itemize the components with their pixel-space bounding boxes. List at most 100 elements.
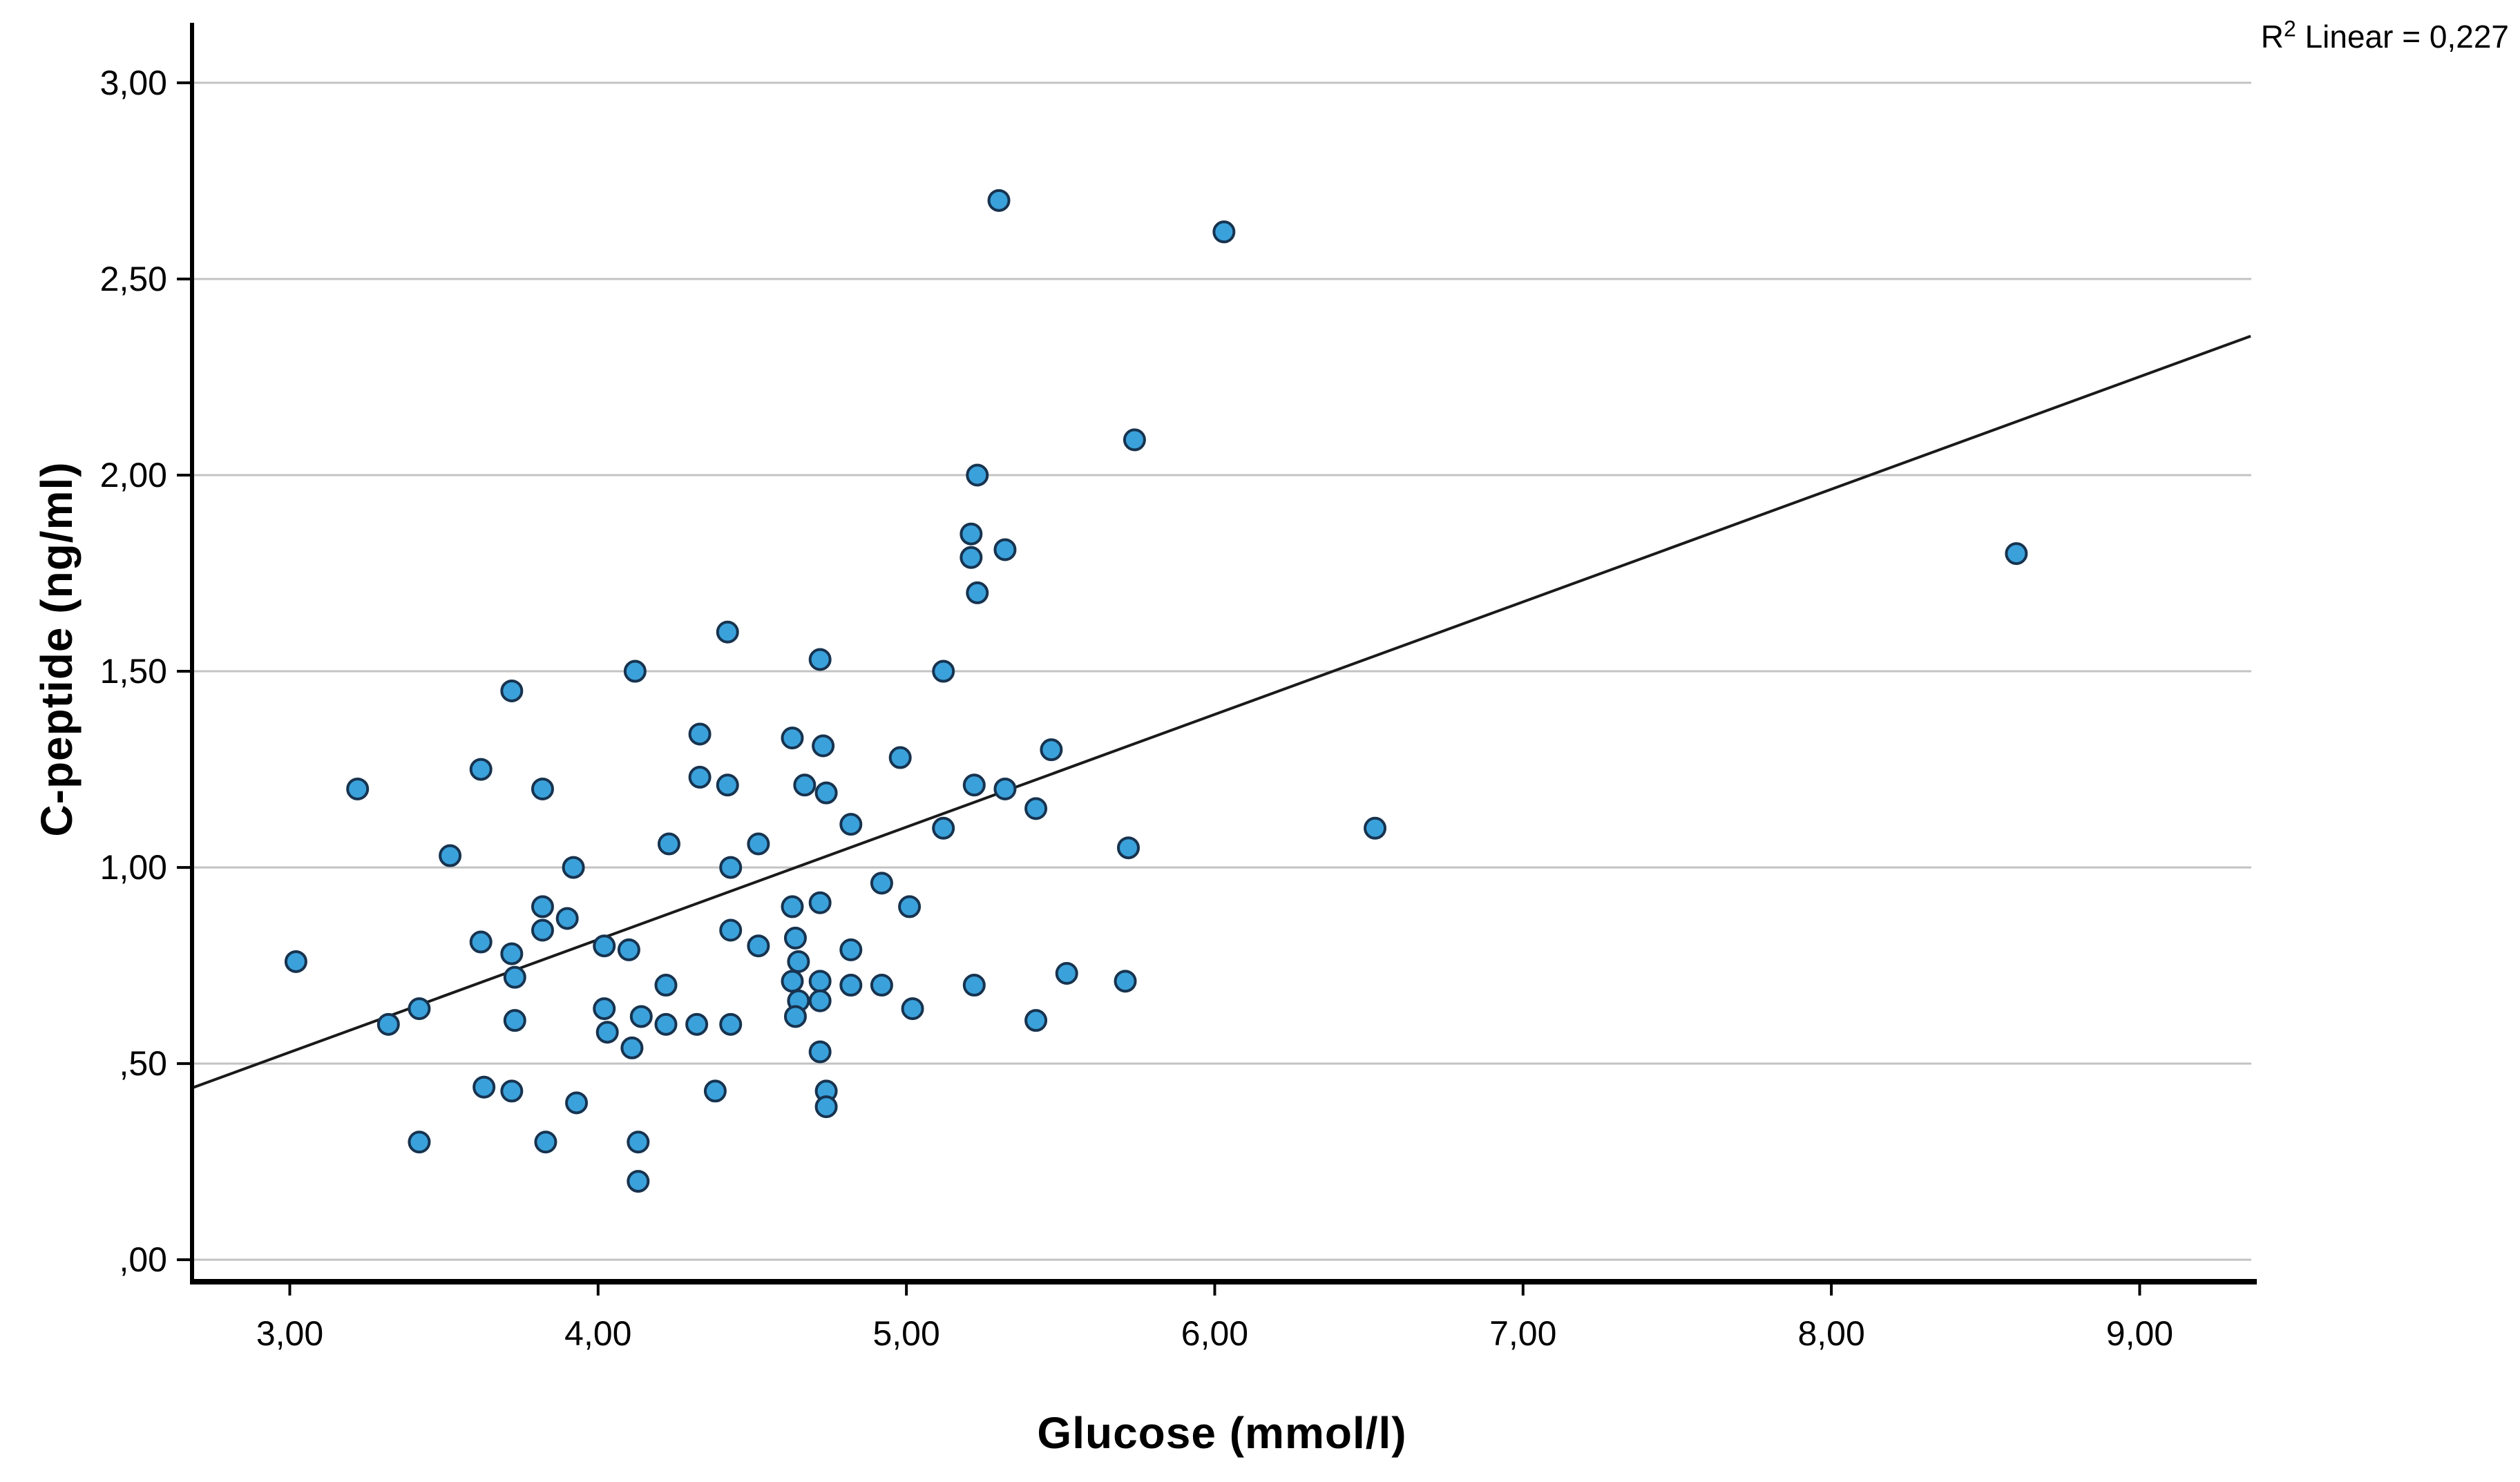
data-point: [620, 1036, 644, 1059]
data-point: [932, 816, 955, 840]
r2-superscript: 2: [2284, 16, 2296, 41]
x-tick-label: 5,00: [872, 1314, 939, 1353]
data-point: [901, 997, 924, 1021]
x-tick-label: 6,00: [1181, 1314, 1248, 1353]
data-point: [932, 660, 955, 683]
data-point: [1055, 961, 1078, 985]
data-point: [565, 1091, 589, 1115]
data-point: [629, 1005, 653, 1028]
data-point: [719, 1012, 743, 1036]
data-point: [781, 970, 804, 993]
data-point: [787, 950, 810, 973]
data-point: [808, 891, 832, 914]
data-point: [503, 1009, 526, 1032]
data-point: [627, 1130, 650, 1154]
data-point: [1212, 220, 1236, 244]
data-point: [688, 722, 712, 746]
data-point: [623, 660, 647, 683]
data-point: [808, 989, 832, 1012]
data-point: [747, 832, 770, 856]
data-point: [1040, 738, 1063, 762]
data-point: [747, 934, 770, 958]
data-point: [500, 942, 524, 965]
data-point: [966, 463, 989, 487]
data-point: [562, 856, 585, 879]
r2-prefix: R: [2260, 19, 2284, 55]
data-point: [993, 538, 1017, 561]
data-point: [469, 758, 493, 781]
data-point: [719, 856, 743, 879]
data-point: [870, 872, 893, 895]
data-point: [617, 938, 640, 961]
data-point: [595, 1021, 619, 1044]
data-point: [719, 918, 743, 942]
r-squared-label: R2 Linear = 0,227: [2261, 18, 2509, 55]
data-point: [839, 813, 863, 836]
data-point: [657, 832, 680, 856]
data-point: [839, 974, 863, 997]
data-point: [408, 1130, 431, 1154]
data-point: [593, 934, 616, 958]
x-tick-label: 8,00: [1797, 1314, 1864, 1353]
x-axis-title: Glucose (mmol/l): [1037, 1408, 1407, 1458]
data-point: [2005, 542, 2028, 566]
y-tick-label: 2,50: [100, 260, 167, 298]
data-point: [808, 1040, 832, 1064]
data-point: [627, 1170, 650, 1193]
data-point: [376, 1012, 400, 1036]
data-point: [781, 895, 804, 918]
data-point: [812, 734, 835, 758]
data-point: [500, 1079, 524, 1103]
data-point: [808, 648, 832, 671]
data-point: [1114, 970, 1137, 993]
y-tick-label: 1,00: [100, 848, 167, 887]
y-tick-label: 3,00: [100, 64, 167, 102]
data-point: [960, 546, 983, 569]
data-point: [688, 765, 712, 789]
y-tick-label: ,50: [119, 1044, 167, 1083]
data-point: [534, 1130, 557, 1154]
data-point: [593, 997, 616, 1021]
data-point: [503, 965, 526, 989]
y-axis-title: C-peptide (ng/ml): [32, 461, 82, 837]
data-point: [346, 777, 370, 800]
data-point: [654, 1012, 678, 1036]
x-tick-label: 4,00: [564, 1314, 631, 1353]
y-tick-label: ,00: [119, 1240, 167, 1279]
data-point: [814, 781, 838, 805]
data-point: [888, 746, 912, 769]
data-point: [1024, 1009, 1048, 1032]
data-point: [783, 926, 807, 950]
data-point: [531, 918, 554, 942]
data-point: [962, 974, 986, 997]
data-point: [716, 773, 739, 797]
trend-line: [191, 334, 2251, 1090]
data-point: [993, 777, 1017, 800]
data-point: [1364, 816, 1387, 840]
data-point: [781, 726, 804, 750]
x-tick-label: 3,00: [256, 1314, 323, 1353]
data-point: [1123, 428, 1146, 452]
data-point: [898, 895, 922, 918]
data-point: [408, 997, 431, 1021]
data-point: [814, 1095, 838, 1119]
data-point: [783, 1005, 807, 1028]
data-point: [439, 844, 462, 867]
r2-text: Linear = 0,227: [2295, 19, 2509, 55]
data-point: [531, 777, 554, 800]
x-tick-label: 9,00: [2106, 1314, 2173, 1353]
data-point: [1116, 836, 1140, 860]
data-point: [716, 620, 739, 644]
data-point: [839, 938, 863, 961]
data-point: [284, 950, 307, 973]
y-tick-label: 2,00: [100, 456, 167, 494]
data-point: [793, 773, 817, 797]
data-point: [469, 930, 493, 954]
data-point: [703, 1079, 727, 1103]
data-point: [808, 970, 832, 993]
data-point: [654, 974, 678, 997]
y-tick-label: 1,50: [100, 652, 167, 691]
data-point: [500, 679, 524, 702]
